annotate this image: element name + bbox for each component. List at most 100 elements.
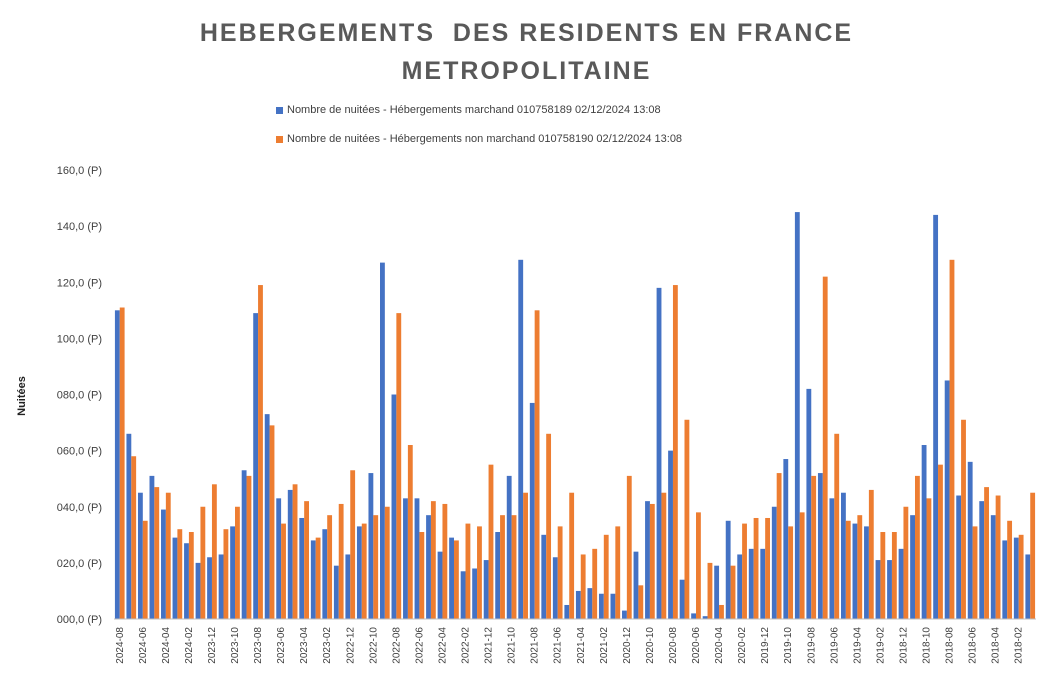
bar-non-marchand xyxy=(753,517,759,619)
x-tick-label: 2022-06 xyxy=(414,627,425,664)
x-tick-label: 2022-12 xyxy=(345,627,356,664)
bar-marchand xyxy=(852,523,858,619)
bar-non-marchand xyxy=(211,484,217,619)
bar-marchand xyxy=(668,450,673,620)
bar-marchand xyxy=(149,475,155,619)
bar-marchand xyxy=(114,310,120,619)
bar-non-marchand xyxy=(661,492,667,619)
x-tick-label: 2021-12 xyxy=(484,627,495,664)
bar-marchand xyxy=(714,565,720,619)
bar-marchand xyxy=(253,313,259,619)
x-tick-label: 2020-04 xyxy=(714,627,725,664)
bar-non-marchand xyxy=(373,515,379,619)
bar-marchand xyxy=(1002,540,1008,619)
bar-non-marchand xyxy=(603,534,609,619)
bar-marchand xyxy=(1025,554,1031,619)
bar-marchand xyxy=(184,543,189,619)
bar-marchand xyxy=(771,506,777,619)
bar-marchand xyxy=(656,287,662,619)
bar-non-marchand xyxy=(511,515,517,619)
bar-marchand xyxy=(794,212,800,619)
bar-non-marchand xyxy=(765,517,770,619)
x-tick-label: 2019-12 xyxy=(760,627,771,664)
bar-marchand xyxy=(449,537,454,619)
bar-non-marchand xyxy=(281,523,286,619)
bar-marchand xyxy=(575,590,581,619)
bar-marchand xyxy=(702,616,708,619)
bar-non-marchand xyxy=(177,529,183,619)
bar-non-marchand xyxy=(799,512,805,619)
bar-marchand xyxy=(137,492,143,619)
bar-marchand xyxy=(610,593,616,619)
x-tick-label: 2024-08 xyxy=(115,627,126,664)
bar-non-marchand xyxy=(649,503,655,619)
bar-non-marchand xyxy=(592,548,598,619)
bar-marchand xyxy=(817,473,823,619)
bar-marchand xyxy=(967,461,973,619)
legend-label-marchand: Nombre de nuitées - Hébergements marchan… xyxy=(287,104,661,116)
bar-marchand xyxy=(126,433,132,619)
bar-marchand xyxy=(944,380,950,619)
bar-non-marchand xyxy=(638,585,644,619)
bar-non-marchand xyxy=(419,532,425,619)
bar-marchand xyxy=(495,532,501,619)
bar-non-marchand xyxy=(453,540,459,619)
x-tick-label: 2023-06 xyxy=(276,627,287,664)
bar-marchand xyxy=(345,554,351,619)
bar-marchand xyxy=(356,526,362,619)
bar-marchand xyxy=(161,509,166,619)
bar-marchand xyxy=(368,473,374,619)
y-tick-label: 080,0 (P) xyxy=(57,390,102,402)
bar-marchand xyxy=(587,588,593,619)
bar-marchand xyxy=(633,551,639,619)
x-tick-label: 2023-08 xyxy=(253,627,264,664)
x-tick-label: 2020-08 xyxy=(668,627,679,664)
bar-non-marchand xyxy=(1007,520,1013,619)
bar-marchand xyxy=(264,414,270,619)
bar-non-marchand xyxy=(223,529,229,619)
bar-marchand xyxy=(299,517,305,619)
bar-non-marchand xyxy=(696,512,701,619)
bar-non-marchand xyxy=(396,313,402,619)
bar-non-marchand xyxy=(891,532,897,619)
x-tick-label: 2021-06 xyxy=(553,627,564,664)
x-tick-label: 2020-02 xyxy=(737,627,748,664)
bar-non-marchand xyxy=(845,520,851,619)
x-tick-label: 2021-02 xyxy=(599,627,610,664)
bar-marchand xyxy=(956,495,962,619)
bar-marchand xyxy=(645,501,650,619)
bar-non-marchand xyxy=(534,310,540,619)
bar-non-marchand xyxy=(903,506,909,619)
bar-non-marchand xyxy=(822,276,828,619)
bar-non-marchand xyxy=(972,526,978,619)
bar-non-marchand xyxy=(488,464,494,619)
bar-non-marchand xyxy=(788,526,794,619)
x-tick-label: 2023-04 xyxy=(299,627,310,664)
bar-non-marchand xyxy=(949,259,955,619)
bar-non-marchand xyxy=(258,285,263,619)
bar-marchand xyxy=(426,515,431,619)
bar-non-marchand xyxy=(938,464,943,619)
bar-marchand xyxy=(841,492,846,619)
bar-non-marchand xyxy=(442,503,448,619)
x-tick-label: 2024-04 xyxy=(161,627,172,664)
bar-marchand xyxy=(979,501,985,619)
bar-marchand xyxy=(864,526,869,619)
bar-non-marchand xyxy=(361,523,367,619)
bar-marchand xyxy=(679,579,685,619)
bar-non-marchand xyxy=(304,501,309,619)
bar-marchand xyxy=(921,445,927,619)
bar-non-marchand xyxy=(684,419,690,619)
x-tick-label: 2024-06 xyxy=(138,627,149,664)
bar-non-marchand xyxy=(615,526,621,619)
legend-item-marchand: Nombre de nuitées - Hébergements marchan… xyxy=(276,104,661,116)
bar-non-marchand xyxy=(154,487,160,619)
legend-label-non-marchand: Nombre de nuitées - Hébergements non mar… xyxy=(287,133,683,145)
x-tick-label: 2019-02 xyxy=(875,627,886,664)
x-tick-label: 2018-12 xyxy=(898,627,909,664)
bar-non-marchand xyxy=(868,489,874,619)
bar-non-marchand xyxy=(984,487,989,619)
bar-marchand xyxy=(990,515,996,619)
bar-marchand xyxy=(725,520,731,619)
bar-marchand xyxy=(391,394,397,619)
